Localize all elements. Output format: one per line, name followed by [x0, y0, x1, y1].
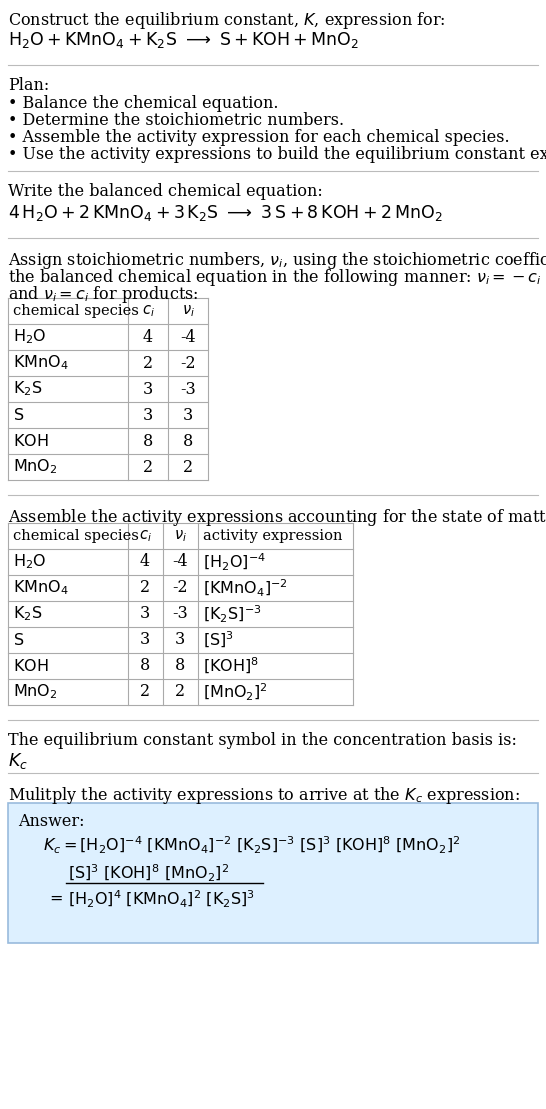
Text: 3: 3 — [140, 606, 150, 622]
Text: 2: 2 — [143, 355, 153, 372]
Text: $\mathrm{KOH}$: $\mathrm{KOH}$ — [13, 658, 49, 674]
Text: $\nu_i$: $\nu_i$ — [181, 303, 194, 319]
Text: -3: -3 — [180, 380, 196, 397]
Text: $\mathrm{H_2O + KMnO_4 + K_2S\ \longrightarrow\ S + KOH + MnO_2}$: $\mathrm{H_2O + KMnO_4 + K_2S\ \longrigh… — [8, 30, 359, 50]
Text: 2: 2 — [183, 458, 193, 476]
Text: 3: 3 — [175, 631, 185, 649]
Text: $[\mathrm{K_2S}]^{-3}$: $[\mathrm{K_2S}]^{-3}$ — [203, 603, 262, 624]
Text: $\mathrm{S}$: $\mathrm{S}$ — [13, 632, 24, 648]
Text: 2: 2 — [175, 683, 185, 701]
Text: $\mathrm{S}$: $\mathrm{S}$ — [13, 407, 24, 423]
Text: 8: 8 — [140, 658, 150, 674]
Text: $\mathrm{MnO_2}$: $\mathrm{MnO_2}$ — [13, 458, 58, 477]
Text: Write the balanced chemical equation:: Write the balanced chemical equation: — [8, 183, 323, 200]
Text: 3: 3 — [143, 407, 153, 424]
Text: 8: 8 — [175, 658, 185, 674]
Text: $[\mathrm{H_2O}]^{-4}$: $[\mathrm{H_2O}]^{-4}$ — [203, 551, 266, 572]
Text: $\mathrm{KMnO_4}$: $\mathrm{KMnO_4}$ — [13, 579, 69, 598]
Text: 2: 2 — [140, 580, 150, 597]
Text: The equilibrium constant symbol in the concentration basis is:: The equilibrium constant symbol in the c… — [8, 732, 517, 749]
Text: $[\mathrm{H_2O}]^{4}\ [\mathrm{KMnO_4}]^{2}\ [\mathrm{K_2S}]^{3}$: $[\mathrm{H_2O}]^{4}\ [\mathrm{KMnO_4}]^… — [68, 889, 255, 910]
Text: Assign stoichiometric numbers, $\nu_i$, using the stoichiometric coefficients, $: Assign stoichiometric numbers, $\nu_i$, … — [8, 250, 546, 271]
Text: 4: 4 — [143, 328, 153, 346]
Text: $\mathrm{KOH}$: $\mathrm{KOH}$ — [13, 433, 49, 449]
Text: $\mathrm{MnO_2}$: $\mathrm{MnO_2}$ — [13, 683, 58, 701]
Text: 2: 2 — [143, 458, 153, 476]
Text: $K_c = [\mathrm{H_2O}]^{-4}\ [\mathrm{KMnO_4}]^{-2}\ [\mathrm{K_2S}]^{-3}\ [\mat: $K_c = [\mathrm{H_2O}]^{-4}\ [\mathrm{KM… — [43, 835, 461, 856]
Text: • Assemble the activity expression for each chemical species.: • Assemble the activity expression for e… — [8, 129, 509, 146]
Text: $c_i$: $c_i$ — [139, 528, 151, 543]
Text: -3: -3 — [172, 606, 188, 622]
Text: $=$: $=$ — [46, 889, 63, 906]
Text: Construct the equilibrium constant, $K$, expression for:: Construct the equilibrium constant, $K$,… — [8, 10, 446, 31]
Text: -4: -4 — [180, 328, 196, 346]
Text: activity expression: activity expression — [203, 529, 342, 543]
FancyBboxPatch shape — [8, 803, 538, 943]
Text: $\nu_i$: $\nu_i$ — [174, 528, 187, 543]
Text: $[\mathrm{KOH}]^{8}$: $[\mathrm{KOH}]^{8}$ — [203, 655, 259, 676]
Text: Plan:: Plan: — [8, 77, 49, 94]
Text: $\mathrm{KMnO_4}$: $\mathrm{KMnO_4}$ — [13, 354, 69, 373]
Text: $[\mathrm{S}]^{3}$: $[\mathrm{S}]^{3}$ — [203, 630, 234, 650]
Text: • Determine the stoichiometric numbers.: • Determine the stoichiometric numbers. — [8, 112, 344, 129]
Text: 3: 3 — [183, 407, 193, 424]
Text: $\mathrm{K_2S}$: $\mathrm{K_2S}$ — [13, 604, 43, 623]
Text: Assemble the activity expressions accounting for the state of matter and $\nu_i$: Assemble the activity expressions accoun… — [8, 507, 546, 528]
Text: $\mathrm{H_2O}$: $\mathrm{H_2O}$ — [13, 327, 46, 346]
Text: 3: 3 — [143, 380, 153, 397]
Text: $\mathrm{K_2S}$: $\mathrm{K_2S}$ — [13, 379, 43, 398]
Text: $[\mathrm{MnO_2}]^{2}$: $[\mathrm{MnO_2}]^{2}$ — [203, 681, 268, 702]
Text: 8: 8 — [183, 433, 193, 449]
Text: 4: 4 — [140, 553, 150, 570]
Text: $c_i$: $c_i$ — [141, 303, 155, 319]
Text: -2: -2 — [172, 580, 188, 597]
Text: 2: 2 — [140, 683, 150, 701]
Text: • Use the activity expressions to build the equilibrium constant expression.: • Use the activity expressions to build … — [8, 146, 546, 163]
Text: -2: -2 — [180, 355, 196, 372]
Text: the balanced chemical equation in the following manner: $\nu_i = -c_i$ for react: the balanced chemical equation in the fo… — [8, 267, 546, 288]
Text: $[\mathrm{S}]^{3}\ [\mathrm{KOH}]^{8}\ [\mathrm{MnO_2}]^{2}$: $[\mathrm{S}]^{3}\ [\mathrm{KOH}]^{8}\ [… — [68, 863, 229, 884]
Text: and $\nu_i = c_i$ for products:: and $\nu_i = c_i$ for products: — [8, 284, 198, 305]
Text: 8: 8 — [143, 433, 153, 449]
Text: 3: 3 — [140, 631, 150, 649]
Text: -4: -4 — [172, 553, 188, 570]
Text: $\mathrm{4\,H_2O + 2\,KMnO_4 + 3\,K_2S\ \longrightarrow\ 3\,S + 8\,KOH + 2\,MnO_: $\mathrm{4\,H_2O + 2\,KMnO_4 + 3\,K_2S\ … — [8, 203, 442, 223]
Text: $[\mathrm{KMnO_4}]^{-2}$: $[\mathrm{KMnO_4}]^{-2}$ — [203, 578, 288, 599]
Text: chemical species: chemical species — [13, 304, 139, 318]
Text: Answer:: Answer: — [18, 813, 85, 830]
Text: Mulitply the activity expressions to arrive at the $K_c$ expression:: Mulitply the activity expressions to arr… — [8, 785, 520, 806]
Text: $K_c$: $K_c$ — [8, 751, 28, 771]
Text: chemical species: chemical species — [13, 529, 139, 543]
Text: • Balance the chemical equation.: • Balance the chemical equation. — [8, 95, 278, 112]
Text: $\mathrm{H_2O}$: $\mathrm{H_2O}$ — [13, 552, 46, 571]
